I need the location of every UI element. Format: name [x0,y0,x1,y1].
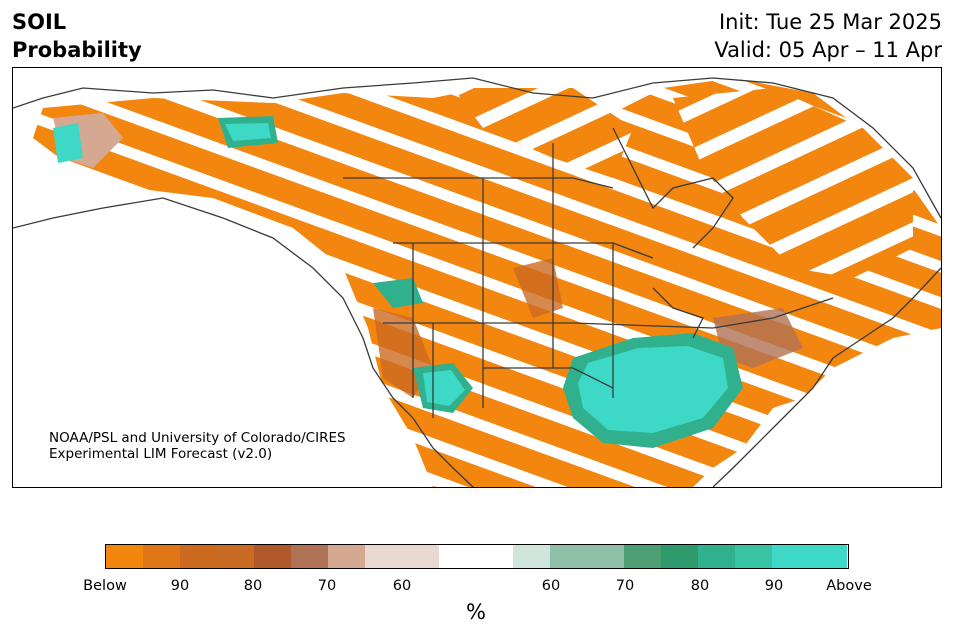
colorbar-segment [698,545,735,568]
colorbar-ticks: Below 90 80 70 60 60 70 80 90 Above [0,578,954,598]
colorbar-tick-label: 90 [764,578,784,594]
colorbar-segment [439,545,476,568]
colorbar-tick-label: Below [83,578,127,594]
colorbar-segment [772,545,847,568]
colorbar-segment [661,545,698,568]
colorbar-tick-label: 80 [690,578,710,594]
colorbar-segment [180,545,217,568]
colorbar-unit: % [466,600,486,624]
colorbar-tick-label: 60 [392,578,412,594]
colorbar-tick-label: 90 [170,578,190,594]
map-title: SOIL Probability [12,8,142,64]
colorbar-segment [254,545,291,568]
init-date: Init: Tue 25 Mar 2025 [718,10,942,34]
credit-text: NOAA/PSL and University of Colorado/CIRE… [49,430,346,462]
boundaries [13,77,941,487]
valid-period: Valid: 05 Apr – 11 Apr [714,38,942,62]
colorbar-segment [513,545,550,568]
colorbar-tick-label: 70 [615,578,635,594]
colorbar-segment [217,545,254,568]
variable-label: SOIL [12,10,67,34]
colorbar-tick-label: 60 [541,578,561,594]
forecast-map [12,67,942,488]
colorbar-segment [328,545,365,568]
colorbar [105,544,849,569]
colorbar-segment [735,545,772,568]
colorbar-segment [291,545,328,568]
map-canvas [13,77,941,487]
forecast-dates: Init: Tue 25 Mar 2025 Valid: 05 Apr – 11… [714,8,942,64]
colorbar-segment [550,545,624,568]
credit-line-2: Experimental LIM Forecast (v2.0) [49,446,273,462]
colorbar-segment [365,545,439,568]
colorbar-tick-label: 70 [317,578,337,594]
product-label: Probability [12,38,142,62]
colorbar-segment [143,545,180,568]
colorbar-segment [624,545,661,568]
land-shading [33,78,941,487]
colorbar-segment [476,545,513,568]
colorbar-tick-label: Above [826,578,872,594]
credit-line-1: NOAA/PSL and University of Colorado/CIRE… [49,430,346,446]
colorbar-tick-label: 80 [243,578,263,594]
colorbar-segment [106,545,143,568]
